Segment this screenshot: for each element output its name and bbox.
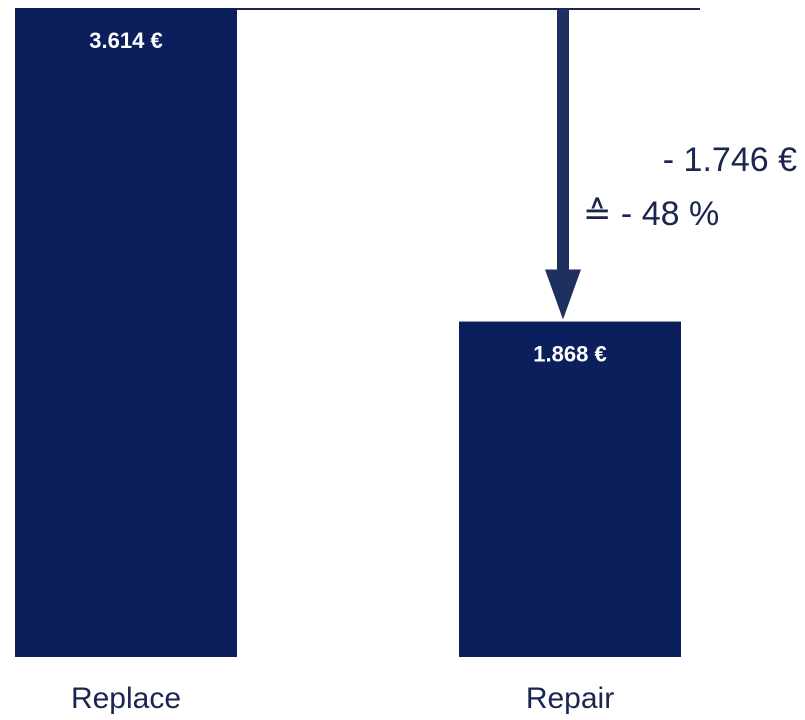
arrow-shaft (557, 9, 569, 272)
difference-annotation: - 1.746 € (663, 141, 797, 179)
arrow-head (545, 269, 581, 320)
percent-annotation: ≙ - 48 % (583, 195, 719, 233)
value-label: 1.868 € (533, 341, 606, 366)
value-label: 3.614 € (89, 28, 162, 53)
bar (459, 321, 681, 657)
bar (15, 8, 237, 657)
x-tick-label: Replace (71, 682, 181, 715)
x-tick-label: Repair (526, 682, 614, 715)
